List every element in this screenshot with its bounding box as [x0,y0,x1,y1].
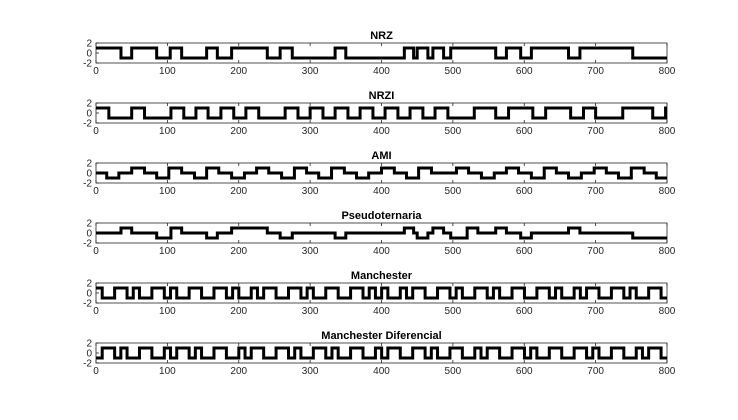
x-tick-label: 400 [373,66,390,77]
y-tick-label: 2 [86,339,92,350]
x-tick-label: 400 [373,126,390,137]
x-tick-label: 400 [373,306,390,317]
x-tick-label: 800 [659,366,676,377]
signal-line [96,166,667,180]
x-tick-label: 100 [159,186,176,197]
x-tick-label: 500 [445,126,462,137]
x-tick-label: 100 [159,306,176,317]
x-tick-label: 100 [159,246,176,257]
x-tick-label: 700 [587,126,604,137]
x-tick-label: 600 [516,126,533,137]
x-tick-label: 400 [373,246,390,257]
y-tick-label: 2 [86,99,92,110]
y-tick-label: 2 [86,159,92,170]
x-tick-label: 0 [93,306,99,317]
x-tick-label: 200 [230,186,247,197]
x-tick-label: 300 [302,246,319,257]
x-tick-label: 400 [373,186,390,197]
y-tick-label: 0 [86,109,92,120]
x-tick-label: 200 [230,306,247,317]
subplot-title: Manchester Diferencial [321,330,441,342]
x-tick-label: 0 [93,66,99,77]
x-tick-label: 500 [445,366,462,377]
subplot-4: Pseudoternaria 0 100 200 300 400 500 600 700 800 2… [83,210,676,257]
x-tick-label: 0 [93,126,99,137]
y-tick-label: 0 [86,229,92,240]
x-tick-label: 300 [302,186,319,197]
y-tick-label: 2 [86,279,92,290]
x-tick-label: 200 [230,126,247,137]
x-tick-label: 100 [159,126,176,137]
signal-line [96,226,667,240]
x-tick-label: 0 [93,366,99,377]
x-tick-label: 600 [516,246,533,257]
x-tick-label: 400 [373,366,390,377]
signal-line [96,346,667,360]
y-tick-label: -2 [83,119,92,130]
x-tick-label: 800 [659,186,676,197]
subplot-6: Manchester Diferencial 0 100 200 300 400 500 60… [83,330,676,377]
signal-line [96,106,668,120]
x-tick-label: 300 [302,306,319,317]
x-tick-label: 600 [516,306,533,317]
subplot-title: AMI [371,150,391,162]
y-tick-label: 0 [86,349,92,360]
x-tick-label: 700 [587,186,604,197]
x-tick-label: 500 [445,306,462,317]
x-tick-label: 200 [230,66,247,77]
x-tick-label: 0 [93,186,99,197]
x-tick-label: 200 [230,246,247,257]
x-tick-label: 700 [587,246,604,257]
y-tick-label: -2 [83,239,92,250]
y-tick-label: 2 [86,39,92,50]
y-tick-label: 2 [86,219,92,230]
x-tick-label: 200 [230,366,247,377]
x-tick-label: 700 [587,66,604,77]
x-tick-label: 700 [587,366,604,377]
x-tick-label: 500 [445,186,462,197]
y-tick-label: 0 [86,169,92,180]
x-tick-label: 800 [659,126,676,137]
x-tick-label: 600 [516,66,533,77]
y-tick-label: 0 [86,289,92,300]
x-tick-label: 600 [516,366,533,377]
x-tick-label: 0 [93,246,99,257]
x-tick-label: 100 [159,66,176,77]
signal-line [96,286,667,300]
signal-line [96,46,667,60]
subplot-title: Manchester [351,270,413,282]
x-tick-label: 800 [659,306,676,317]
x-tick-label: 100 [159,366,176,377]
y-tick-label: -2 [83,359,92,370]
subplot-title: Pseudoternaria [341,210,422,222]
y-tick-label: -2 [83,179,92,190]
x-tick-label: 500 [445,66,462,77]
y-tick-label: -2 [83,299,92,310]
y-tick-label: -2 [83,59,92,70]
x-tick-label: 700 [587,306,604,317]
x-tick-label: 800 [659,66,676,77]
x-tick-label: 300 [302,126,319,137]
subplot-title: NRZI [369,90,395,102]
x-tick-label: 300 [302,366,319,377]
x-tick-label: 600 [516,186,533,197]
x-tick-label: 800 [659,246,676,257]
x-tick-label: 300 [302,66,319,77]
subplot-title: NRZ [370,30,393,42]
y-tick-label: 0 [86,49,92,60]
x-tick-label: 500 [445,246,462,257]
